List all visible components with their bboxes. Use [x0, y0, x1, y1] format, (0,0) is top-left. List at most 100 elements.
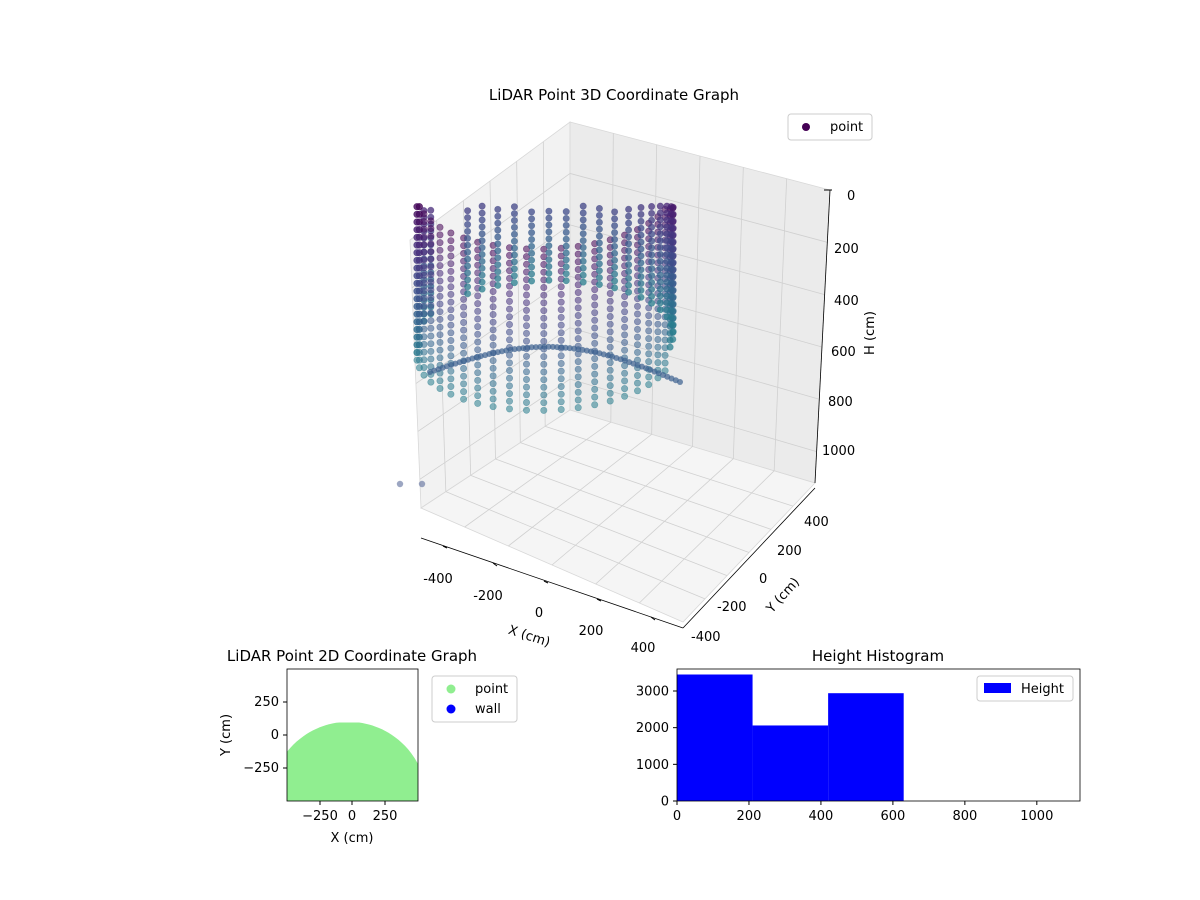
legend-2d-marker-point [446, 684, 456, 694]
data-point-3d [522, 291, 530, 299]
data-point-3d [489, 380, 497, 388]
data-point-3d [447, 382, 455, 390]
data-point-3d [633, 371, 641, 379]
data-point-3d [540, 406, 548, 414]
data-point-3d [648, 299, 656, 307]
data-point-3d [420, 371, 428, 379]
legend-2d-label-wall: wall [475, 702, 501, 717]
data-point-3d [591, 293, 599, 301]
data-point-3d [591, 301, 599, 309]
data-point-3d [562, 263, 570, 271]
data-point-3d [447, 313, 455, 321]
data-point-3d [625, 219, 633, 227]
data-point-3d [540, 399, 548, 407]
data-point-3d [579, 244, 587, 252]
data-point-3d [591, 332, 599, 340]
data-point-3d [633, 302, 641, 310]
data-point-3d [540, 383, 548, 391]
x-tick-mark [442, 545, 448, 549]
data-point-3d [625, 281, 633, 289]
data-point-3d [557, 298, 565, 306]
x-tick-label: -400 [423, 572, 453, 587]
histogram-bar [677, 674, 753, 801]
data-point-3d [489, 395, 497, 403]
data-point-3d [625, 274, 633, 282]
data-point-3d [436, 254, 444, 262]
y2d-tick-label: 250 [254, 695, 279, 710]
data-point-3d [528, 236, 536, 244]
data-point-3d [494, 268, 502, 276]
data-point-3d [418, 480, 426, 488]
data-point-3d [478, 230, 486, 238]
data-point-3d [621, 392, 629, 400]
data-point-3d [460, 341, 468, 349]
data-point-3d [522, 360, 530, 368]
data-point-3d [420, 287, 428, 295]
hist-y-tick-label: 1000 [636, 758, 669, 773]
data-point-3d [625, 254, 633, 262]
data-point-3d [420, 310, 428, 318]
data-point-3d [447, 267, 455, 275]
y-tick-label: -400 [691, 630, 721, 645]
data-point-3d [661, 359, 669, 367]
data-point-3d [656, 202, 664, 210]
data-point-3d [540, 353, 548, 361]
y-axis-line [682, 487, 816, 629]
data-point-3d [420, 248, 428, 256]
data-point-3d [510, 279, 518, 287]
chart-2d-title: LiDAR Point 2D Coordinate Graph [227, 647, 477, 665]
data-point-3d [474, 376, 482, 384]
data-point-3d [545, 214, 553, 222]
data-point-3d [545, 228, 553, 236]
data-point-3d [494, 212, 502, 220]
data-point-3d [540, 322, 548, 330]
data-point-3d [489, 403, 497, 411]
data-point-3d [557, 390, 565, 398]
data-point-3d [637, 245, 645, 253]
grid-line [773, 178, 788, 471]
y-tick-label: 200 [777, 544, 802, 559]
data-point-3d [478, 285, 486, 293]
data-point-3d [648, 203, 656, 211]
data-point-3d [540, 299, 548, 307]
legend-2d-marker-wall [446, 704, 456, 714]
data-point-3d [427, 355, 435, 363]
data-point-3d [579, 257, 587, 265]
data-point-3d [562, 270, 570, 278]
data-point-3d [532, 344, 539, 351]
data-point-3d [427, 278, 435, 286]
data-point-3d [633, 325, 641, 333]
data-point-3d [637, 231, 645, 239]
data-point-3d [505, 320, 513, 328]
data-point-3d [489, 364, 497, 372]
data-point-3d [595, 239, 603, 247]
data-point-3d [489, 341, 497, 349]
data-point-3d [637, 224, 645, 232]
data-point-3d [528, 222, 536, 230]
data-point-3d [595, 260, 603, 268]
data-point-3d [494, 219, 502, 227]
data-point-3d [494, 226, 502, 234]
data-point-3d [528, 277, 536, 285]
data-point-3d [447, 260, 455, 268]
data-point-3d [621, 385, 629, 393]
data-point-3d [427, 378, 435, 386]
data-point-3d [427, 347, 435, 355]
data-point-3d [436, 246, 444, 254]
data-point-3d [427, 294, 435, 302]
data-point-3d [436, 384, 444, 392]
data-point-3d [591, 401, 599, 409]
data-point-3d [420, 317, 428, 325]
data-point-3d [464, 227, 472, 235]
data-point-3d [522, 337, 530, 345]
data-point-3d [436, 269, 444, 277]
hist-y-tick-label: 3000 [636, 685, 669, 700]
data-point-3d [478, 237, 486, 245]
data-point-3d [557, 352, 565, 360]
data-point-3d [606, 289, 614, 297]
data-point-3d [557, 359, 565, 367]
data-point-3d [436, 308, 444, 316]
data-point-3d [621, 300, 629, 308]
legend-3d-marker [802, 123, 810, 131]
x-tick-label: -200 [473, 589, 503, 604]
